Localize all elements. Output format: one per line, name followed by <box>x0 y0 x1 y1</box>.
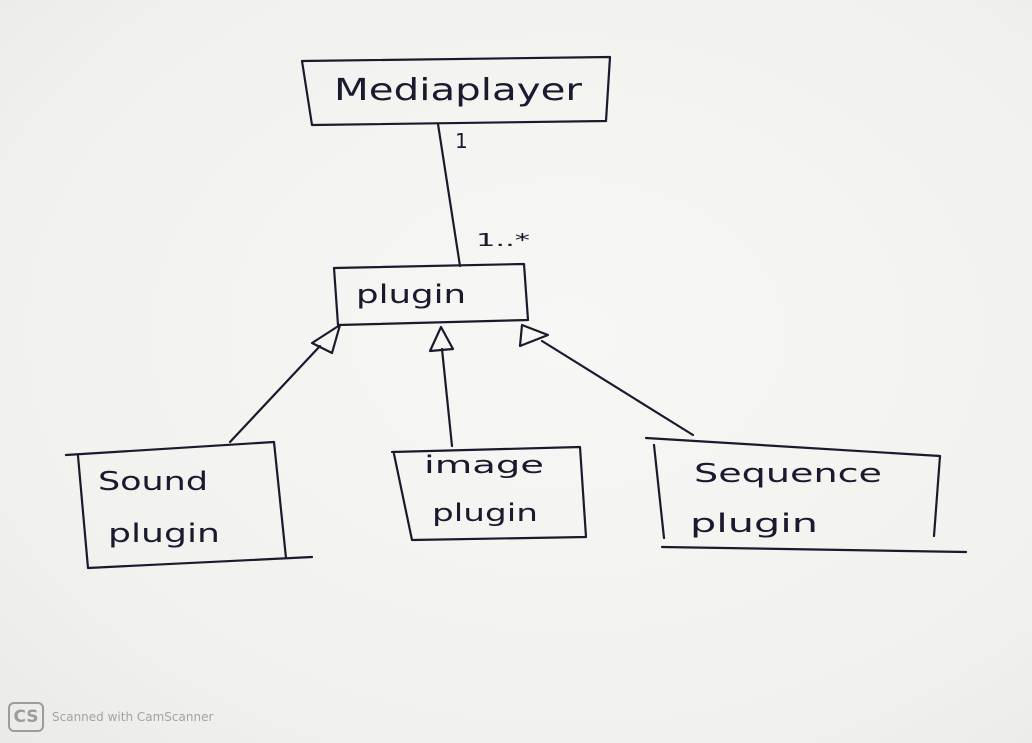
multiplicity-mediaplayer: 1 <box>455 129 468 153</box>
image-plugin-box <box>390 445 588 542</box>
generalization-line-image <box>440 347 454 448</box>
sound-plugin-label-line2: plugin <box>108 519 220 549</box>
camscanner-logo: CS <box>8 702 44 732</box>
camscanner-watermark: CS Scanned with CamScanner <box>8 702 213 732</box>
sequence-plugin-label-line2: plugin <box>690 509 818 539</box>
generalization-line-sequence <box>540 339 695 437</box>
generalization-arrowhead-sequence <box>518 323 550 348</box>
generalization-line-sound <box>228 344 322 444</box>
generalization-arrowhead-sound <box>310 323 342 355</box>
camscanner-text: Scanned with CamScanner <box>52 710 214 724</box>
mediaplayer-label: Mediaplayer <box>334 73 583 108</box>
image-plugin-label-line2: plugin <box>432 499 538 527</box>
sound-plugin-label-line1: Sound <box>98 467 208 497</box>
mediaplayer-box <box>300 55 612 127</box>
multiplicity-plugin: 1..* <box>476 230 530 251</box>
plugin-label: plugin <box>356 280 466 310</box>
sequence-plugin-label-line1: Sequence <box>694 459 882 489</box>
sound-plugin-box <box>64 440 314 570</box>
association-line <box>436 122 462 268</box>
sequence-plugin-box <box>644 436 968 554</box>
image-plugin-label-line1: image <box>424 451 544 479</box>
generalization-arrowhead-image <box>428 325 455 353</box>
